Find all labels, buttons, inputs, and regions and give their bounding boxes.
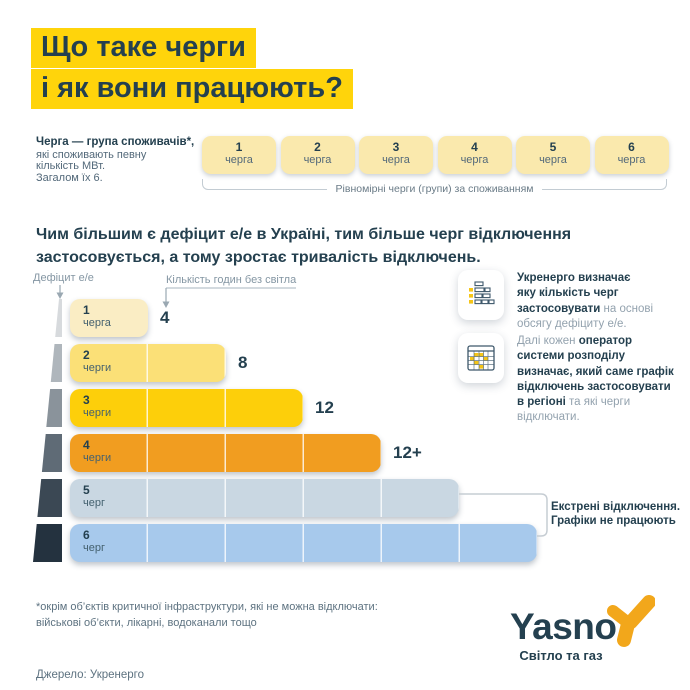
bar-3-queues: 3 черги: [70, 389, 303, 427]
note-line: обсягу дефіциту е/е.: [517, 317, 627, 330]
bar-word: черг: [83, 497, 105, 509]
note-line: Далі кожен оператор: [517, 335, 633, 347]
bar-number: 6: [83, 528, 90, 542]
note-card-2: [458, 333, 504, 383]
definition-line: які споживають певну: [36, 148, 147, 161]
schedule-grid-icon: [467, 345, 495, 371]
queue-number: 5: [549, 140, 557, 154]
queue-number: 4: [471, 140, 478, 154]
footnote-line: військові об’єкти, лікарні, водоканали т…: [36, 616, 257, 629]
note-card-1: [458, 270, 504, 320]
source-label: Джерело: Укренерго: [36, 669, 145, 681]
queue-number: 1: [235, 140, 243, 154]
queue-word: черга: [617, 154, 646, 166]
brand-tagline: Світло та газ: [519, 648, 603, 663]
bar-5-queues: 5 черг: [70, 479, 459, 517]
queue-word: черга: [460, 154, 489, 166]
bar-1-queue: 1 черга: [70, 299, 148, 337]
bar-word: черги: [83, 452, 112, 464]
note-line: відключень застосовувати: [517, 380, 671, 393]
note-line: в регіоні та які черги: [517, 396, 631, 409]
bar-hours-value: 8: [238, 353, 248, 372]
queue-box-4: 4 черга: [437, 136, 512, 174]
note-line: застосовувати на основі: [517, 302, 654, 315]
y-axis-label: Дефіцит е/е: [33, 272, 94, 284]
queue-box-6: 6 черга: [594, 136, 669, 174]
bar-word: черга: [83, 317, 111, 329]
chart-row-2: 2 черги 8: [70, 344, 247, 382]
footnote-line: *окрім об’єктів критичної інфраструктури…: [36, 601, 378, 613]
definition-bold: Черга — група споживачів*,: [36, 136, 195, 148]
bar-hours-value: 12+: [393, 443, 422, 462]
chart-row-6: 6 черг: [70, 524, 549, 562]
chart-row-4: 4 черги 12+: [70, 434, 422, 472]
queue-box-2: 2 черга: [280, 136, 355, 174]
deficit-wedge: [33, 299, 62, 562]
queue-box-3: 3 черга: [359, 136, 433, 174]
queues-bracket: Рівномірні черги (групи) за споживанням: [202, 179, 667, 195]
yasno-wordmark: Yasno: [510, 606, 617, 647]
bar-6-queues: 6 черг: [70, 524, 537, 562]
queue-word: черга: [539, 154, 567, 166]
bar-number: 1: [83, 303, 90, 317]
bar-2-queues: 2 черги: [70, 344, 226, 382]
queues-amount-icon: [469, 281, 495, 305]
hours-without-light-chart: Дефіцит е/е Кількість годин без світла 1…: [0, 268, 690, 573]
queue-word: черга: [225, 154, 253, 166]
queues-bracket-label: Рівномірні черги (групи) за споживанням: [326, 183, 543, 195]
queue-boxes: 1 черга 2 черга 3 черга 4 черга 5 черга 6 черг…: [202, 136, 669, 174]
yasno-logo-icon: [607, 595, 655, 647]
bar-number: 4: [83, 438, 90, 452]
definition-line: кількість МВт.: [36, 160, 105, 173]
bar-4-queues: 4 черги: [70, 434, 381, 472]
queue-word: черга: [303, 154, 332, 166]
note-line: відключати.: [517, 411, 580, 424]
queue-number: 3: [392, 140, 400, 154]
lead-paragraph: Чим більшим є дефіцит е/е в Україні, тим…: [36, 226, 572, 266]
queue-number: 2: [314, 140, 321, 154]
note-line: яку кількість черг: [517, 287, 619, 300]
footnote: *окрім об’єктів критичної інфраструктури…: [36, 600, 378, 631]
queue-definition: Черга — група споживачів*, які споживают…: [36, 136, 208, 184]
emergency-note-line: Екстрені відключення.: [551, 501, 681, 513]
note-operator: Далі кожен оператор системи розподілу ви…: [517, 334, 682, 426]
bar-word: черги: [83, 362, 112, 374]
bar-number: 5: [83, 483, 90, 497]
chart-row-1: 1 черга 4: [70, 299, 169, 337]
page-title-line-2: і як вони працюють?: [31, 69, 353, 110]
emergency-bracket: [459, 493, 548, 537]
emergency-note-line: Графіки не працюють: [551, 514, 676, 527]
note-line: визначає, який саме графік: [517, 365, 674, 378]
queue-box-5: 5 черга: [516, 136, 590, 174]
emergency-note: Екстрені відключення. Графіки не працюют…: [551, 501, 690, 528]
page-title-line-1: Що таке черги: [31, 28, 256, 69]
queue-box-1: 1 черга: [202, 136, 276, 174]
hours-connector-arrow-icon: [162, 287, 296, 308]
note-line: системи розподілу: [517, 350, 625, 363]
queue-number: 6: [628, 140, 635, 154]
note-ukrenergo: Укренерго визначає яку кількість черг за…: [517, 271, 682, 332]
note-line: Укренерго визначає: [517, 272, 631, 284]
chart-row-5: 5 черг: [70, 479, 471, 517]
x-axis-label: Кількість годин без світла: [166, 274, 297, 286]
definition-line: Загалом їх 6.: [36, 171, 103, 184]
bar-hours-value: 4: [160, 308, 170, 327]
queue-word: черга: [382, 154, 410, 166]
deficit-arrow-icon: [56, 285, 64, 299]
chart-row-3: 3 черги 12: [70, 389, 334, 427]
bar-number: 3: [83, 393, 90, 407]
bar-word: черги: [83, 407, 112, 419]
bar-word: черг: [83, 542, 105, 554]
bar-hours-value: 12: [315, 398, 334, 417]
bar-number: 2: [83, 348, 90, 362]
